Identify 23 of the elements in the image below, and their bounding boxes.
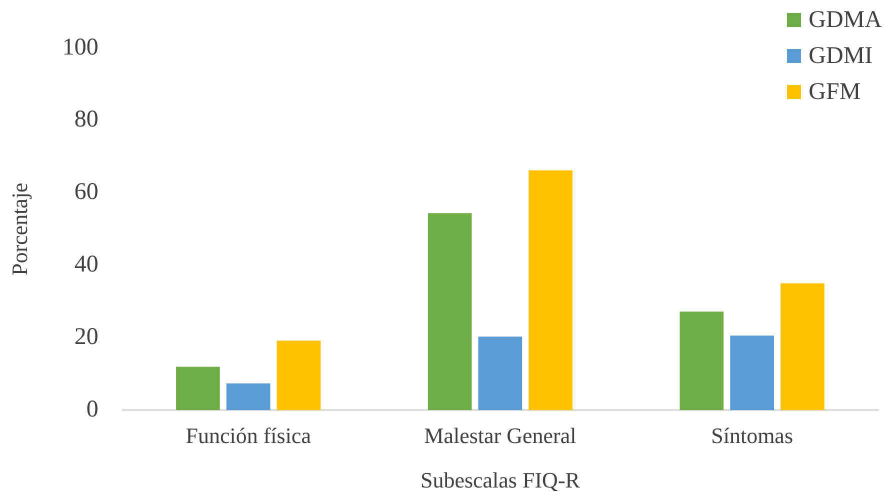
y-tick-label: 20	[74, 324, 98, 350]
legend-label: GFM	[808, 78, 861, 106]
x-tick-label: Síntomas	[711, 423, 794, 448]
bar	[780, 283, 824, 410]
bar	[680, 312, 724, 410]
bar	[226, 383, 270, 410]
bar	[730, 336, 774, 410]
y-tick-label: 60	[74, 179, 98, 206]
x-tick-label: Función física	[186, 423, 312, 448]
x-axis-title: Subescalas FIQ-R	[420, 468, 580, 493]
y-axis-title: Porcentaje	[6, 182, 32, 276]
y-tick-label: 80	[74, 106, 98, 133]
legend-label: GDMI	[808, 42, 873, 70]
legend-label: GDMA	[808, 6, 882, 34]
y-tick-label: 40	[74, 252, 98, 278]
bar	[478, 336, 522, 410]
y-tick-label: 100	[62, 34, 98, 60]
bar	[528, 170, 572, 410]
y-tick-label: 0	[86, 396, 98, 422]
x-tick-label: Malestar General	[424, 423, 576, 448]
bar	[276, 340, 321, 410]
bar	[176, 366, 220, 410]
bar	[428, 213, 472, 410]
